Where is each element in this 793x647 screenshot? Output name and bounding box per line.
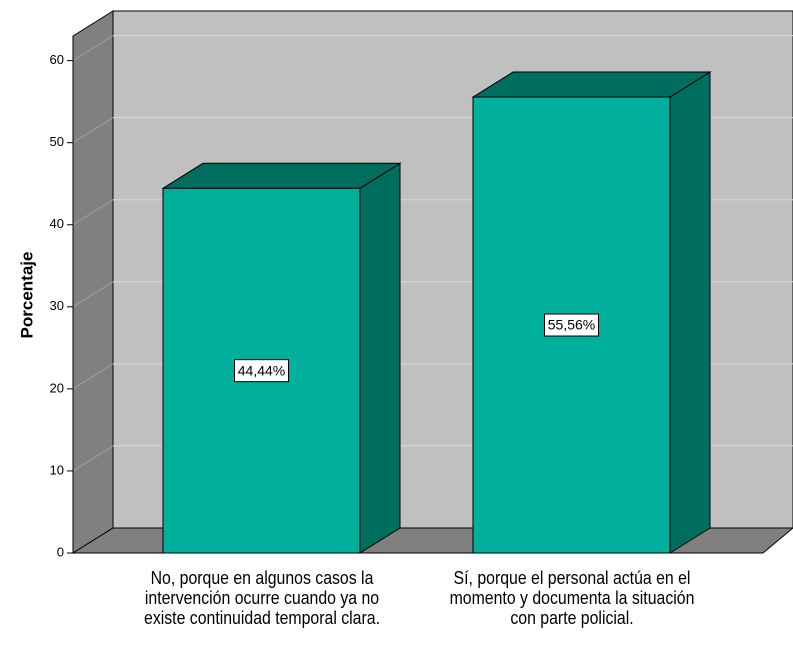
grid-line [72, 117, 114, 144]
grid-line [72, 363, 114, 390]
x-tick-label: Sí, porque el personal actúa en el momen… [449, 568, 694, 628]
y-tick-label: 60 [50, 52, 64, 67]
y-tick-label: 0 [57, 544, 64, 559]
y-tick-label: 40 [50, 216, 64, 231]
value-label-box [234, 359, 289, 383]
value-label: 55,56% [548, 317, 595, 333]
bar-top [161, 162, 402, 189]
grid-line [72, 199, 114, 226]
y-tick-label: 50 [50, 134, 64, 149]
bar-top [471, 71, 712, 98]
grid-line [72, 445, 114, 472]
bar-side [359, 162, 401, 554]
value-label-box [544, 313, 599, 337]
y-tick-label: 20 [50, 380, 64, 395]
y-tick-label: 30 [50, 298, 64, 313]
grid-line [72, 281, 114, 308]
y-tick-label: 10 [50, 462, 64, 477]
grid-line [72, 35, 114, 62]
y-axis-title: Porcentaje [17, 252, 36, 339]
side-wall [72, 10, 114, 554]
x-tick-label: No, porque en algunos casos la intervenc… [143, 568, 380, 628]
bar-side [669, 71, 711, 554]
value-label: 44,44% [238, 362, 285, 378]
